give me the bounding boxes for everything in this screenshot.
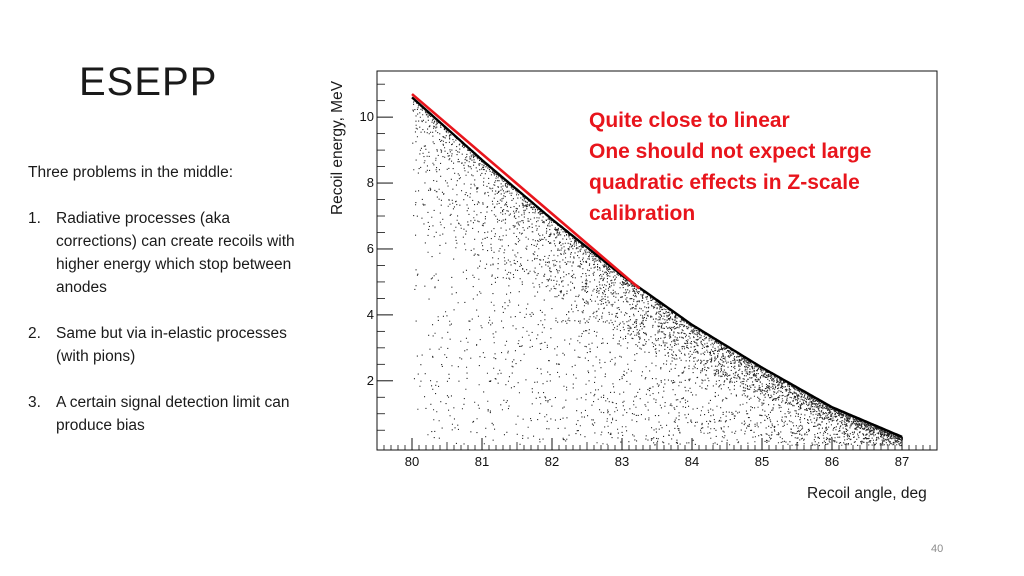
plot-axes: 80 81 82 83 84 85 86 87 2 4 6 8 10 <box>360 70 938 469</box>
x-tick-label-81: 81 <box>475 454 489 469</box>
x-tick-label-87: 87 <box>895 454 909 469</box>
problems-text-block: Three problems in the middle: 1. Radiati… <box>28 161 303 460</box>
problem-item-2: 2. Same but via in-elastic processes (wi… <box>28 322 303 368</box>
problems-list: 1. Radiative processes (aka corrections)… <box>28 207 303 437</box>
y-axis-title: Recoil energy, MeV <box>329 80 346 216</box>
x-tick-label-85: 85 <box>755 454 769 469</box>
x-axis-title: Recoil angle, deg <box>807 485 927 502</box>
x-tick-label-86: 86 <box>825 454 839 469</box>
problem-text: Radiative processes (aka corrections) ca… <box>56 210 295 296</box>
problems-intro: Three problems in the middle: <box>28 164 234 181</box>
problem-text: A certain signal detection limit can pro… <box>56 394 290 434</box>
y-tick-label-4: 4 <box>367 307 374 322</box>
problem-item-3: 3. A certain signal detection limit can … <box>28 391 303 437</box>
y-tick-label-6: 6 <box>367 241 374 256</box>
scatter-upper-edge <box>411 96 903 438</box>
page-number: 40 <box>931 543 944 555</box>
x-tick-label-80: 80 <box>405 454 419 469</box>
problem-text: Same but via in-elastic processes (with … <box>56 325 287 365</box>
linear-fit-line-1 <box>411 93 641 290</box>
x-tick-label-83: 83 <box>615 454 629 469</box>
x-tick-label-82: 82 <box>545 454 559 469</box>
annotation-line-4: calibration <box>589 202 696 225</box>
y-tick-label-8: 8 <box>367 175 374 190</box>
y-tick-label-2: 2 <box>367 373 374 388</box>
problem-number: 3. <box>28 394 41 411</box>
linear-fit-lines <box>411 93 641 290</box>
annotation-line-1: Quite close to linear <box>589 109 790 132</box>
x-tick-label-84: 84 <box>685 454 699 469</box>
scatter-points <box>411 96 903 447</box>
slide-title: ESEPP <box>79 60 218 104</box>
annotation-text: Quite close to linear One should not exp… <box>589 105 919 229</box>
problem-number: 2. <box>28 325 41 342</box>
problem-number: 1. <box>28 210 41 227</box>
annotation-line-3: quadratic effects in Z-scale <box>589 171 860 194</box>
annotation-line-2: One should not expect large <box>589 140 872 163</box>
problem-item-1: 1. Radiative processes (aka corrections)… <box>28 207 303 299</box>
y-tick-label-10: 10 <box>360 109 374 124</box>
